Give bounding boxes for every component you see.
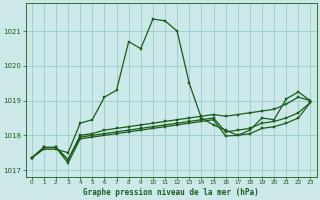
X-axis label: Graphe pression niveau de la mer (hPa): Graphe pression niveau de la mer (hPa) [83, 188, 259, 197]
